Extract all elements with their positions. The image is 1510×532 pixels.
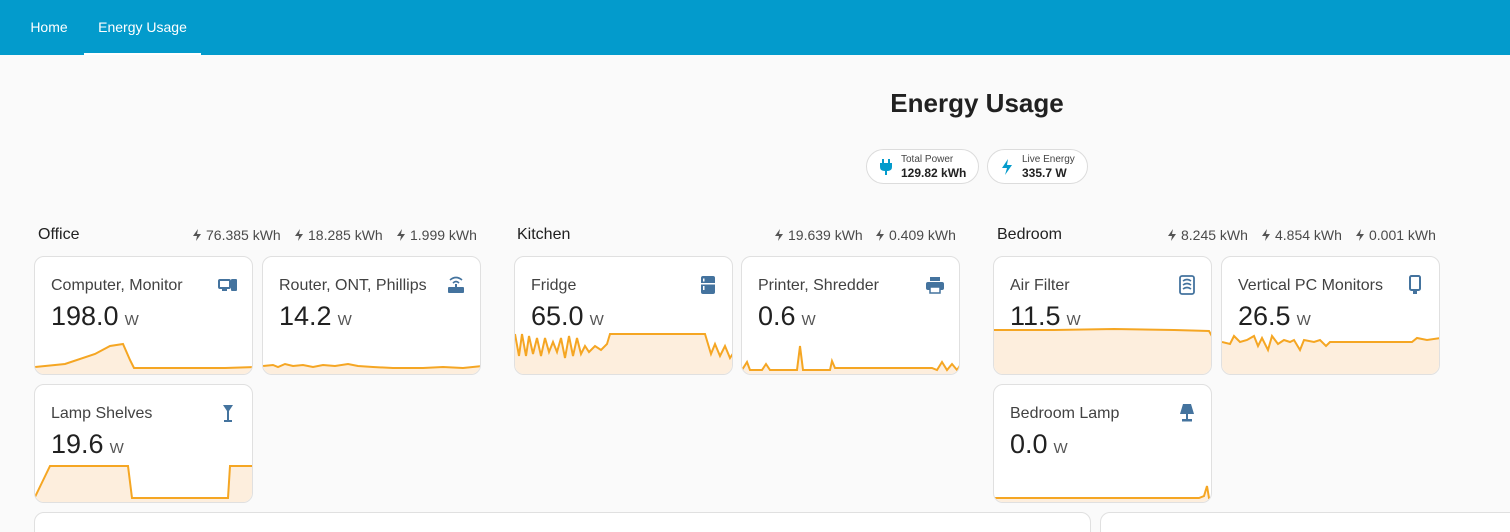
entity-state: 0.0 W <box>1010 429 1068 459</box>
lightning-icon <box>1356 229 1364 241</box>
entity-name: Lamp Shelves <box>51 405 153 422</box>
air-filter-icon <box>1179 275 1195 295</box>
tablet-icon <box>1409 275 1421 294</box>
entity-state: 65.0 W <box>531 301 604 331</box>
tab-home[interactable]: Home <box>30 19 68 35</box>
total-power-chip[interactable]: Total Power 129.82 kWh <box>866 149 979 184</box>
section-stat: 76.385 kWh <box>193 227 281 243</box>
section-title-kitchen: Kitchen <box>517 226 571 243</box>
entity-card-lamp-shelves[interactable]: Lamp Shelves 19.6 W <box>34 384 253 503</box>
sparkline <box>263 362 480 374</box>
section-title-office: Office <box>38 226 80 243</box>
entity-name: Bedroom Lamp <box>1010 405 1120 422</box>
plug-icon <box>880 159 892 175</box>
table-lamp-icon <box>1180 404 1194 422</box>
lightning-icon <box>397 229 405 241</box>
lightning-icon <box>295 229 303 241</box>
section-stat: 19.639 kWh <box>775 227 863 243</box>
tab-energy-usage[interactable]: Energy Usage <box>84 0 201 55</box>
top-app-bar: Home Energy Usage <box>0 0 1510 55</box>
fridge-icon <box>701 276 715 294</box>
sparkline <box>994 327 1211 374</box>
entity-card-printer-shredder[interactable]: Printer, Shredder 0.6 W <box>741 256 960 375</box>
section-stat: 4.854 kWh <box>1262 227 1342 243</box>
entity-name: Fridge <box>531 277 577 294</box>
page-title: Energy Usage <box>890 88 1064 118</box>
chip-value: 335.7 W <box>1022 166 1067 180</box>
entity-name: Router, ONT, Phillips <box>279 277 427 294</box>
monitor-desktop-icon <box>218 279 237 291</box>
entity-card-air-filter[interactable]: Air Filter 11.5 W <box>993 256 1212 375</box>
chip-label: Total Power <box>901 154 954 165</box>
sparkline <box>742 345 959 374</box>
sparkline <box>994 485 1211 502</box>
entity-card-bedroom-lamp[interactable]: Bedroom Lamp 0.0 W <box>993 384 1212 503</box>
lightning-icon <box>1262 229 1270 241</box>
lightning-icon <box>876 229 884 241</box>
entity-card-router-ont-phillips[interactable]: Router, ONT, Phillips 14.2 W <box>262 256 481 375</box>
sparkline <box>35 342 252 374</box>
entity-state: 0.6 W <box>758 301 816 331</box>
lightning-icon <box>1002 159 1012 175</box>
chip-label: Live Energy <box>1022 154 1075 165</box>
entity-name: Vertical PC Monitors <box>1238 277 1383 294</box>
sparkline <box>1222 333 1439 374</box>
lightning-icon <box>1168 229 1176 241</box>
sparkline <box>35 465 252 502</box>
sparkline <box>515 333 732 374</box>
section-stat: 1.999 kWh <box>397 227 477 243</box>
section-stat: 0.409 kWh <box>876 227 956 243</box>
section-stat: 18.285 kWh <box>295 227 383 243</box>
entity-name: Printer, Shredder <box>758 277 879 294</box>
entity-card-fridge[interactable]: Fridge 65.0 W <box>514 256 733 375</box>
entity-name: Air Filter <box>1010 277 1070 294</box>
chip-value: 129.82 kWh <box>901 166 967 180</box>
entity-state: 26.5 W <box>1238 301 1311 331</box>
entity-card-computer-monitor[interactable]: Computer, Monitor 198.0 W <box>34 256 253 375</box>
live-energy-chip[interactable]: Live Energy 335.7 W <box>987 149 1088 184</box>
entity-name: Computer, Monitor <box>51 277 183 294</box>
lightning-icon <box>193 229 201 241</box>
bottom-card <box>1100 512 1510 532</box>
printer-icon <box>926 277 944 294</box>
router-icon <box>448 276 464 293</box>
entity-card-vertical-pc-monitors[interactable]: Vertical PC Monitors 26.5 W <box>1221 256 1440 375</box>
floor-lamp-icon <box>223 405 233 422</box>
entity-state: 19.6 W <box>51 429 124 459</box>
entity-state: 198.0 W <box>51 301 139 331</box>
section-stat: 0.001 kWh <box>1356 227 1436 243</box>
bottom-card <box>34 512 1091 532</box>
lightning-icon <box>775 229 783 241</box>
section-title-bedroom: Bedroom <box>997 226 1062 243</box>
entity-state: 11.5 W <box>1010 301 1081 331</box>
entity-state: 14.2 W <box>279 301 352 331</box>
section-stat: 8.245 kWh <box>1168 227 1248 243</box>
